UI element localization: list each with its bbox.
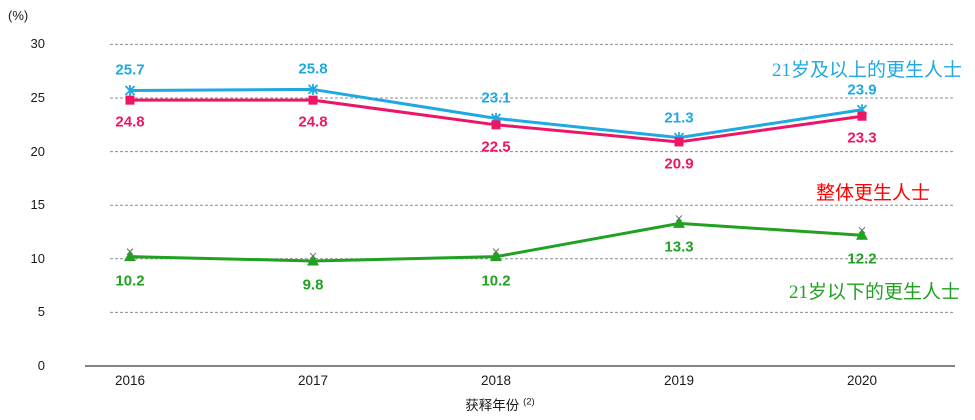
data-label: 23.1 bbox=[481, 89, 511, 107]
y-tick-label: 30 bbox=[30, 36, 45, 52]
data-label: 20.9 bbox=[664, 155, 694, 173]
marker-triangle bbox=[307, 254, 319, 266]
marker-triangle bbox=[673, 217, 685, 228]
data-label: 21.3 bbox=[664, 109, 694, 127]
marker-asterisk bbox=[124, 84, 136, 96]
data-label: 24.8 bbox=[298, 113, 328, 131]
marker-triangle bbox=[856, 229, 868, 240]
y-tick-label: 5 bbox=[37, 304, 45, 320]
x-tick-label: 2019 bbox=[663, 373, 695, 388]
data-label: 24.8 bbox=[115, 113, 145, 131]
x-tick-label: 2017 bbox=[297, 373, 329, 388]
y-tick-label: 0 bbox=[37, 358, 45, 373]
data-label: 10.2 bbox=[115, 272, 145, 290]
y-tick-label: 15 bbox=[30, 197, 45, 213]
data-label: 12.2 bbox=[847, 250, 877, 268]
series-label-under-21: 21岁以下的更生人士 bbox=[788, 282, 960, 303]
x-axis-title-text: 获释年份 bbox=[465, 398, 520, 413]
marker-square bbox=[857, 111, 867, 121]
y-tick-label: 25 bbox=[30, 90, 45, 105]
series-label-overall: 整体更生人士 bbox=[815, 183, 930, 204]
marker-square bbox=[491, 120, 501, 130]
data-label: 23.3 bbox=[847, 129, 877, 147]
data-label: 22.5 bbox=[481, 138, 511, 156]
x-tick-label: 2018 bbox=[480, 373, 512, 388]
data-label: 10.2 bbox=[481, 272, 511, 290]
data-label: 13.3 bbox=[664, 238, 694, 256]
x-tick-label: 2016 bbox=[114, 373, 146, 388]
y-tick-label: 20 bbox=[30, 143, 45, 159]
data-label: 9.8 bbox=[302, 276, 324, 294]
y-tick-label: 10 bbox=[30, 250, 45, 266]
x-axis-title-footnote: (2) bbox=[523, 396, 535, 408]
data-label: 25.7 bbox=[115, 61, 145, 79]
marker-square bbox=[125, 95, 135, 105]
x-axis-title: 获释年份 (2) bbox=[465, 394, 534, 414]
x-tick-label: 2020 bbox=[846, 373, 878, 388]
marker-triangle bbox=[490, 250, 502, 262]
marker-square bbox=[308, 95, 318, 105]
series-label-aged-21-and-above: 21岁及以上的更生人士 bbox=[771, 60, 962, 81]
data-label: 23.9 bbox=[847, 81, 877, 99]
marker-square bbox=[674, 137, 684, 147]
data-label: 25.8 bbox=[298, 60, 328, 78]
marker-asterisk bbox=[307, 83, 319, 95]
y-axis-unit-label: (%) bbox=[8, 8, 29, 23]
marker-triangle bbox=[124, 250, 136, 262]
